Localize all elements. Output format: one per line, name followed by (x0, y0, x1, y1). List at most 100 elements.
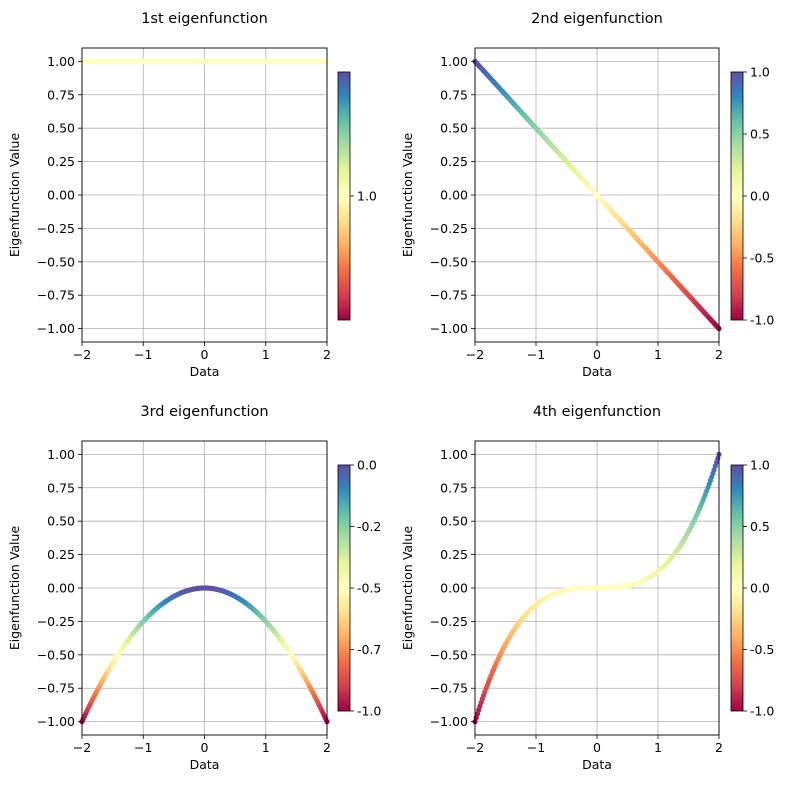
colorbar-tick-label: -0.5 (357, 581, 381, 596)
y-tick-label: −0.75 (37, 288, 75, 303)
x-axis-label: Data (582, 757, 612, 772)
y-tick-label: −0.50 (430, 254, 468, 269)
y-tick-label: 0.50 (47, 514, 75, 529)
colorbar-tick-label: -0.7 (357, 642, 381, 657)
y-tick-label: 0.75 (47, 87, 75, 102)
y-tick-label: 0.25 (440, 547, 468, 562)
y-tick-label: 0.00 (440, 581, 468, 596)
y-tick-label: 0.50 (440, 121, 468, 136)
colorbar-tick-label: -1.0 (750, 313, 774, 328)
y-tick-label: −1.00 (37, 714, 75, 729)
x-tick-label: 1 (654, 740, 662, 755)
colorbar-tick-label: 0.0 (357, 458, 377, 473)
colorbar-tick-label: -1.0 (750, 704, 774, 719)
chart-title: 1st eigenfunction (141, 11, 268, 27)
y-tick-label: −0.75 (430, 681, 468, 696)
x-tick-label: −2 (466, 347, 484, 362)
x-tick-label: 1 (262, 347, 270, 362)
x-tick-label: 2 (323, 347, 331, 362)
y-tick-label: −1.00 (37, 321, 75, 336)
colorbar-tick-label: 0.0 (750, 189, 770, 204)
colorbar-gradient (337, 464, 351, 712)
x-tick-label: −2 (466, 740, 484, 755)
panel-4: −2 −1 0 1 2 1.00 0.75 0.50 0.25 0.00 −0.25 −0.50 −0.… (400, 404, 774, 772)
colorbar-tick-label: 0.5 (750, 519, 770, 534)
y-tick-label: 1.00 (47, 54, 75, 69)
x-tick-label: 0 (593, 740, 601, 755)
y-axis-label: Eigenfunction Value (400, 133, 415, 258)
colorbar-tick-label: 1.0 (357, 189, 377, 204)
y-tick-label: 1.00 (47, 447, 75, 462)
colorbar-tick-label: 1.0 (750, 65, 770, 80)
x-tick-label: 0 (201, 347, 209, 362)
y-tick-label: 0.25 (440, 154, 468, 169)
panel-2: −2 −1 0 1 2 1.00 0.75 0.50 0.25 0.00 −0.25 −0.50 −0.… (400, 11, 774, 379)
y-axis-label: Eigenfunction Value (7, 526, 22, 651)
y-tick-label: 0.75 (47, 480, 75, 495)
y-tick-label: −0.25 (37, 614, 75, 629)
colorbar-gradient (337, 71, 351, 321)
y-tick-label: 0.50 (440, 514, 468, 529)
y-tick-label: −1.00 (430, 714, 468, 729)
chart-title: 3rd eigenfunction (140, 404, 268, 420)
x-tick-label: 2 (715, 740, 723, 755)
colorbar-tick-label: -0.5 (750, 642, 774, 657)
y-tick-label: 0.25 (47, 154, 75, 169)
colorbar-gradient (730, 71, 744, 321)
colorbar: 1.0 0.5 0.0 -0.5 -1.0 (730, 458, 774, 719)
y-tick-label: −0.25 (430, 221, 468, 236)
x-tick-label: −1 (134, 740, 152, 755)
y-tick-label: −0.25 (37, 221, 75, 236)
x-tick-label: 1 (262, 740, 270, 755)
y-tick-label: 1.00 (440, 447, 468, 462)
colorbar-tick-label: 0.5 (750, 127, 770, 142)
y-tick-label: 1.00 (440, 54, 468, 69)
x-axis-label: Data (582, 364, 612, 379)
y-tick-label: 0.50 (47, 121, 75, 136)
data-point (713, 459, 720, 465)
y-axis-label: Eigenfunction Value (7, 133, 22, 258)
y-tick-label: −1.00 (430, 321, 468, 336)
scatter-points (79, 585, 330, 725)
y-tick-label: −0.50 (430, 647, 468, 662)
y-tick-label: −0.75 (430, 288, 468, 303)
x-tick-label: −1 (527, 347, 545, 362)
scatter-points (472, 58, 722, 332)
x-tick-label: 2 (323, 740, 331, 755)
y-tick-label: 0.00 (47, 188, 75, 203)
scatter-points (472, 451, 722, 725)
x-axis-label: Data (190, 757, 220, 772)
grid-lines (81, 48, 328, 342)
x-tick-label: −1 (527, 740, 545, 755)
colorbar-tick-label: -0.5 (750, 251, 774, 266)
colorbar-tick-label: -0.2 (357, 519, 381, 534)
x-tick-label: 0 (201, 740, 209, 755)
y-tick-label: 0.00 (47, 581, 75, 596)
colorbar: 1.0 0.5 0.0 -0.5 -1.0 (730, 65, 774, 328)
scatter-points (79, 58, 330, 64)
panel-1: −2 −1 0 1 2 1.00 0.75 0.50 0.25 0.00 −0.25 −0.50 −0.… (7, 11, 377, 379)
panel-3: −2 −1 0 1 2 1.00 0.75 0.50 0.25 0.00 −0.25 −0.50 −0.… (7, 404, 381, 772)
chart-title: 4th eigenfunction (533, 404, 661, 420)
colorbar-tick-label: 1.0 (750, 458, 770, 473)
y-tick-label: 0.75 (440, 480, 468, 495)
y-tick-label: −0.50 (37, 254, 75, 269)
y-tick-label: 0.00 (440, 188, 468, 203)
colorbar-tick-label: 0.0 (750, 581, 770, 596)
x-tick-label: 1 (654, 347, 662, 362)
x-tick-label: 2 (715, 347, 723, 362)
y-tick-label: −0.25 (430, 614, 468, 629)
y-tick-label: −0.50 (37, 647, 75, 662)
colorbar-gradient (730, 464, 744, 712)
y-axis-label: Eigenfunction Value (400, 526, 415, 651)
x-tick-label: −2 (73, 740, 91, 755)
chart-title: 2nd eigenfunction (531, 11, 663, 27)
colorbar: 0.0 -0.2 -0.5 -0.7 -1.0 (337, 458, 381, 719)
x-tick-label: −2 (73, 347, 91, 362)
y-tick-label: 0.25 (47, 547, 75, 562)
y-tick-label: −0.75 (37, 681, 75, 696)
colorbar-tick-label: -1.0 (357, 704, 381, 719)
colorbar: 1.0 (337, 71, 377, 321)
y-tick-label: 0.75 (440, 87, 468, 102)
